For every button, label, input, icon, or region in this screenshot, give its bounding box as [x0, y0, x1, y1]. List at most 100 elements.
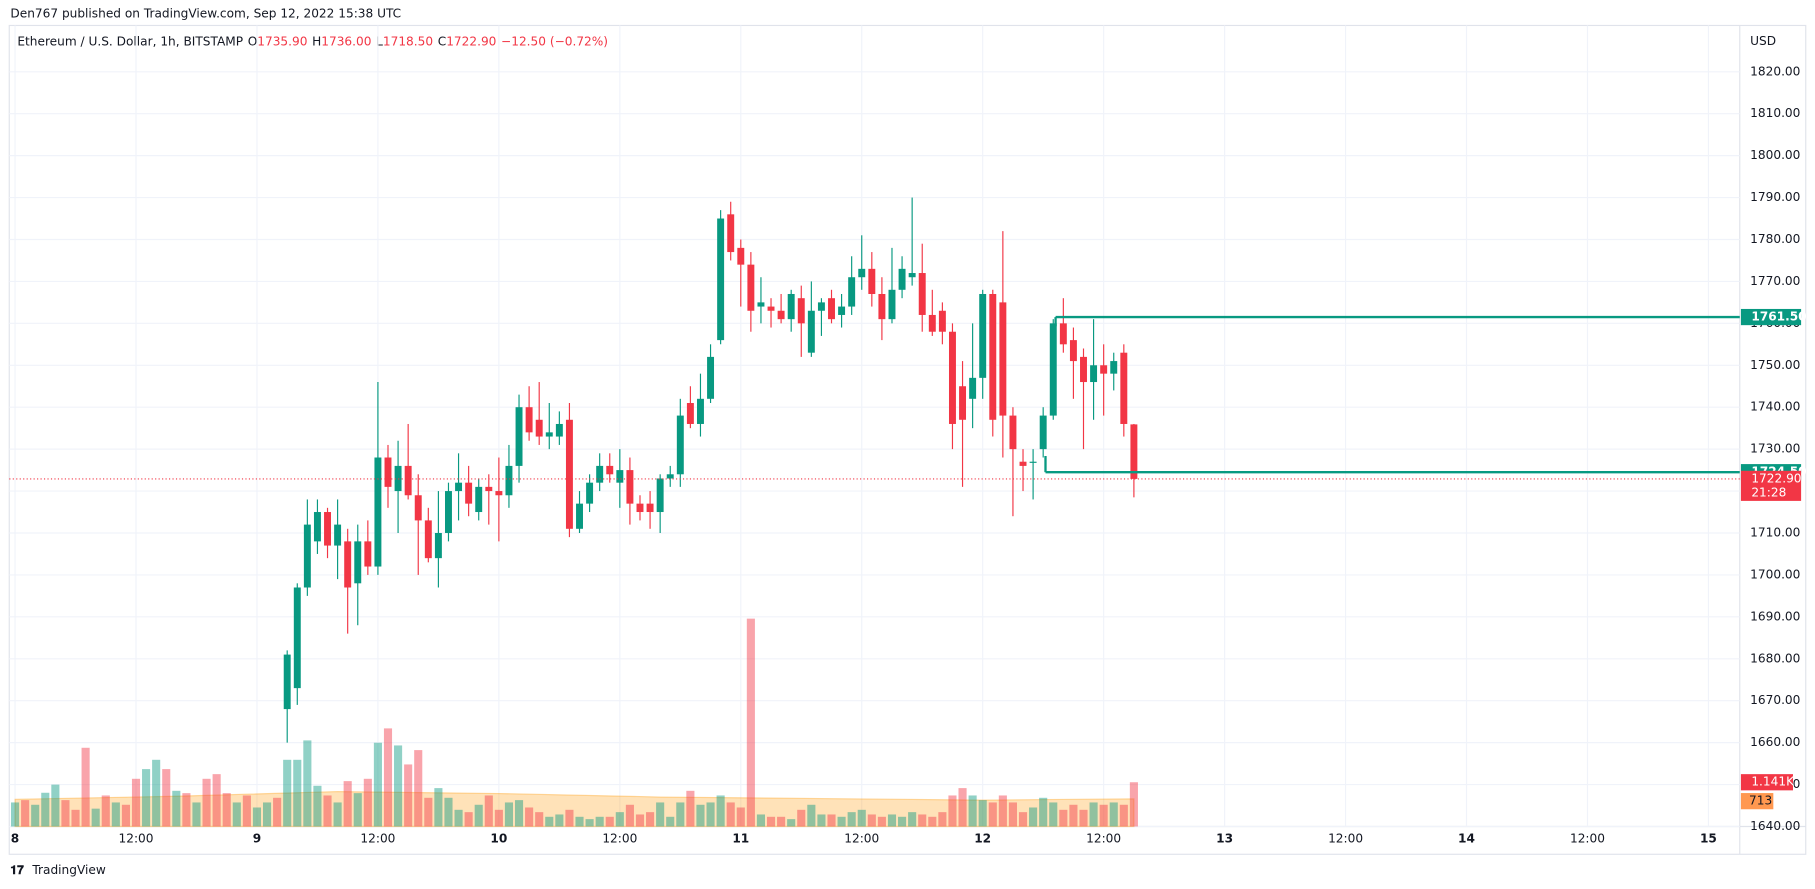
candles: [9, 197, 1740, 743]
y-tick-label: 1690.00: [1750, 609, 1800, 623]
candle-body: [555, 423, 563, 437]
candle-body: [1009, 415, 1017, 450]
candle-body: [989, 293, 997, 420]
volume-bar: [635, 814, 645, 827]
volume-bar: [525, 807, 534, 827]
candle-body: [676, 415, 684, 475]
volume-ma-label: 713: [1749, 794, 1772, 808]
candle-body: [828, 298, 835, 320]
volume-bar: [454, 809, 463, 827]
volume-bar: [615, 812, 624, 827]
candle-body: [717, 218, 725, 341]
volume-bar: [182, 793, 191, 827]
volume-bar: [958, 788, 967, 827]
x-tick-label: 12:00: [1570, 832, 1605, 846]
candle-body: [596, 465, 604, 483]
level-label-bg: [1740, 308, 1802, 326]
volume-bar: [766, 816, 776, 827]
candle-body: [1090, 365, 1098, 383]
x-tick-label: 11: [732, 832, 749, 846]
candle-body: [545, 432, 553, 437]
candle-body: [485, 486, 493, 492]
candle-body: [445, 491, 452, 533]
candle-body: [374, 457, 382, 567]
candle-body: [455, 482, 463, 492]
volume-bar: [1089, 802, 1098, 827]
logo: 𝟏𝟕: [10, 863, 24, 877]
volume-bar: [484, 795, 493, 827]
x-tick-label: 12:00: [360, 832, 395, 846]
volume-bar: [121, 804, 130, 827]
candle-body: [686, 403, 694, 424]
volume-bar: [988, 802, 997, 827]
volume-bar: [726, 802, 735, 827]
candle-body: [757, 302, 765, 307]
symbol: Ethereum / U.S. Dollar, 1h, BITSTAMP: [17, 34, 243, 48]
candle-body: [424, 520, 432, 559]
volume-bar: [1018, 812, 1028, 827]
candle-body: [475, 486, 483, 513]
candle-body: [606, 465, 614, 475]
candle-body: [303, 524, 311, 588]
volume-bar: [656, 802, 665, 827]
candle-body: [858, 268, 866, 278]
candle-body: [888, 289, 896, 320]
x-tick-label: 9: [253, 832, 261, 846]
volume-bar: [605, 816, 614, 827]
volume-bar: [968, 795, 977, 827]
candle-body: [1029, 461, 1037, 463]
volume-bar: [464, 812, 473, 827]
volume-bar: [101, 795, 110, 827]
volume-bar: [242, 795, 251, 827]
candle-body: [908, 273, 916, 278]
volume-bar: [938, 812, 947, 827]
volume-bar: [283, 759, 292, 827]
candle-body: [797, 298, 805, 324]
volume-bar: [414, 750, 423, 827]
volume-bar: [162, 769, 171, 827]
countdown: 21:28: [1751, 485, 1786, 499]
published: Den767 published on TradingView.com, Sep…: [10, 6, 401, 20]
volume-bar: [1049, 802, 1058, 827]
x-tick-label: 12:00: [1328, 832, 1363, 846]
candle-body: [434, 532, 442, 559]
volume-bar: [666, 816, 675, 827]
candle-body: [817, 302, 825, 311]
volume-bar: [535, 812, 544, 827]
candle-body: [898, 268, 906, 290]
volume-bar: [504, 802, 514, 827]
volume-bar: [142, 769, 151, 827]
currency: USD: [1750, 34, 1776, 48]
candle-body: [414, 495, 422, 521]
y-tick-label: 1780.00: [1750, 232, 1800, 246]
volume-bar: [706, 802, 715, 827]
volume-bar: [111, 802, 120, 827]
volume-bar: [172, 790, 181, 827]
volume-bar: [736, 807, 745, 827]
h-key: H: [312, 34, 321, 48]
c-value: 1722.90: [446, 34, 496, 48]
volume-bar: [686, 790, 695, 827]
candle-body: [313, 512, 321, 542]
candle-body: [636, 503, 644, 513]
volume-bar: [303, 740, 312, 827]
x-tick-label: 12:00: [844, 832, 879, 846]
x-tick-label: 13: [1216, 832, 1233, 846]
volume-bar: [777, 816, 786, 827]
volume-bar: [51, 784, 60, 827]
y-tick-label: 1700.00: [1750, 567, 1800, 581]
grid: 1640.001650.001660.001670.001680.001690.…: [9, 25, 1800, 846]
volume-label: 1.141K: [1751, 775, 1795, 789]
y-tick-label: 1820.00: [1750, 64, 1800, 78]
level-label: 1761.50: [1751, 310, 1806, 324]
candle-body: [586, 482, 594, 504]
volume-bar: [363, 778, 372, 827]
candle-body: [747, 264, 755, 311]
y-tick-label: 1750.00: [1750, 358, 1800, 372]
volume-bar: [908, 812, 917, 827]
last-price-bg: [1740, 470, 1802, 501]
candle-body: [1049, 323, 1057, 416]
candle-body: [495, 491, 503, 496]
candle-body: [324, 512, 331, 546]
o-key: O: [248, 34, 258, 48]
